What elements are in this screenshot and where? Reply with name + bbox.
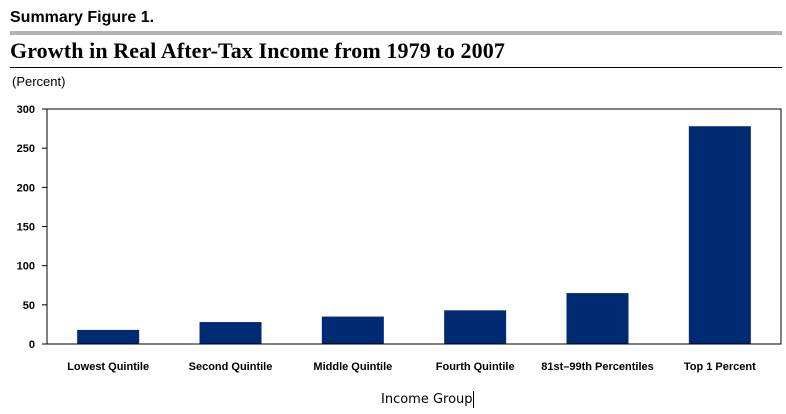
bar	[566, 293, 629, 344]
y-tick-label: 100	[17, 261, 35, 273]
y-tick-label: 150	[17, 222, 35, 234]
y-tick-label: 0	[29, 339, 35, 351]
text-cursor	[473, 391, 474, 408]
y-tick-label: 200	[17, 182, 35, 194]
plot-frame	[46, 108, 782, 345]
figure-label: Summary Figure 1.	[10, 9, 155, 26]
x-tick-label: Second Quintile	[189, 361, 273, 373]
x-tick-label: Lowest Quintile	[67, 361, 149, 373]
unit-label: (Percent)	[12, 74, 66, 89]
y-tick-label: 250	[17, 143, 35, 155]
bar	[199, 322, 262, 344]
chart-title: Growth in Real After-Tax Income from 197…	[10, 38, 505, 63]
bar	[688, 126, 751, 344]
x-tick-label: 81st–99th Percentiles	[541, 361, 654, 373]
y-tick-label: 50	[23, 300, 35, 312]
header-rule	[10, 31, 782, 35]
bar	[444, 310, 507, 344]
x-tick-label: Middle Quintile	[313, 361, 392, 373]
x-axis-label: Income Group	[381, 392, 473, 407]
y-tick-label: 300	[17, 104, 35, 116]
x-tick-label: Fourth Quintile	[436, 361, 515, 373]
bar	[77, 329, 140, 344]
x-tick-label: Top 1 Percent	[684, 361, 756, 373]
title-rule	[10, 67, 782, 68]
bar	[321, 316, 384, 344]
